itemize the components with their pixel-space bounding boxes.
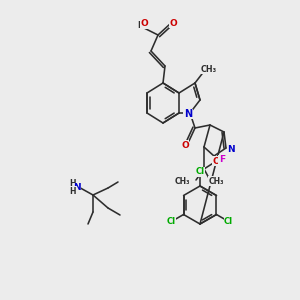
- Text: H: H: [70, 187, 76, 196]
- Text: N: N: [227, 145, 235, 154]
- Text: CH₃: CH₃: [201, 64, 217, 74]
- Text: CH₃: CH₃: [175, 176, 190, 185]
- Text: CH₃: CH₃: [208, 176, 224, 185]
- Text: O: O: [169, 19, 177, 28]
- Text: Cl: Cl: [167, 217, 176, 226]
- Text: H: H: [70, 178, 76, 188]
- Text: H: H: [137, 22, 143, 31]
- Text: N: N: [184, 109, 192, 119]
- Text: F: F: [219, 155, 225, 164]
- Text: O: O: [212, 157, 220, 166]
- Text: O: O: [181, 140, 189, 149]
- Text: N: N: [73, 184, 81, 193]
- Text: Cl: Cl: [195, 167, 205, 176]
- Text: O: O: [140, 20, 148, 28]
- Text: Cl: Cl: [224, 217, 233, 226]
